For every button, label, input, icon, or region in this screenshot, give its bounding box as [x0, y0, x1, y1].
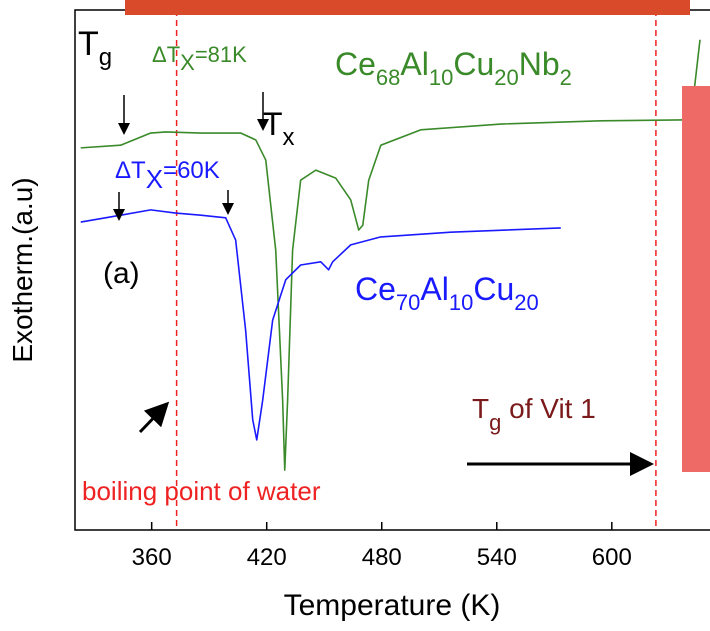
x-axis-label: Temperature (K)	[284, 589, 501, 622]
text: =81K	[195, 42, 247, 67]
x-tick-label: 600	[592, 544, 632, 571]
subscript: x	[283, 124, 295, 151]
x-tick-label: 420	[247, 544, 287, 571]
subscript: 10	[429, 65, 453, 90]
subscript: 20	[494, 65, 518, 90]
vit-label: Tg of Vit 1	[472, 393, 596, 435]
text: Nb	[519, 46, 560, 82]
subscript: g	[99, 44, 112, 71]
series-line	[80, 209, 561, 441]
x-tick-label: 540	[477, 544, 517, 571]
arrows	[113, 92, 654, 476]
text: Al	[420, 271, 448, 307]
text: Cu	[473, 271, 514, 307]
tg-label: Tg	[78, 25, 112, 71]
x-tick-label: 360	[132, 544, 172, 571]
overlay-panel	[682, 86, 710, 472]
text: Ce	[355, 271, 396, 307]
text: Ce	[335, 46, 376, 82]
subscript: 2	[560, 65, 572, 90]
boiling-label: boiling point of water	[82, 476, 321, 506]
text: Cu	[453, 46, 494, 82]
text: ΔT	[115, 157, 146, 184]
text: T	[263, 106, 283, 142]
text: T	[472, 393, 489, 424]
text: =60K	[163, 157, 220, 184]
text: T	[78, 25, 99, 63]
text: ΔT	[152, 42, 180, 67]
series-line	[80, 39, 701, 471]
subscript: X	[146, 164, 163, 194]
text: Al	[400, 46, 428, 82]
tx-label: Tx	[263, 106, 295, 151]
subscript: 68	[376, 65, 400, 90]
overlay-bar	[125, 0, 690, 15]
dtx-blue-label: ΔTX=60K	[115, 157, 220, 194]
text: of Vit 1	[501, 393, 595, 424]
plot-area	[80, 10, 701, 530]
subscript: g	[489, 410, 501, 435]
subscript: 70	[396, 290, 420, 315]
dtx-green-label: ΔTX=81K	[152, 42, 247, 75]
series-label: Ce70Al10Cu20	[355, 271, 539, 315]
subscript: X	[180, 50, 195, 75]
y-axis-label: Exotherm.(a.u)	[7, 177, 38, 362]
subscript: 20	[514, 290, 538, 315]
x-tick-label: 480	[362, 544, 402, 571]
panel-label: (a)	[103, 257, 140, 290]
subscript: 10	[449, 290, 473, 315]
series-label: Ce68Al10Cu20Nb2	[335, 46, 572, 90]
